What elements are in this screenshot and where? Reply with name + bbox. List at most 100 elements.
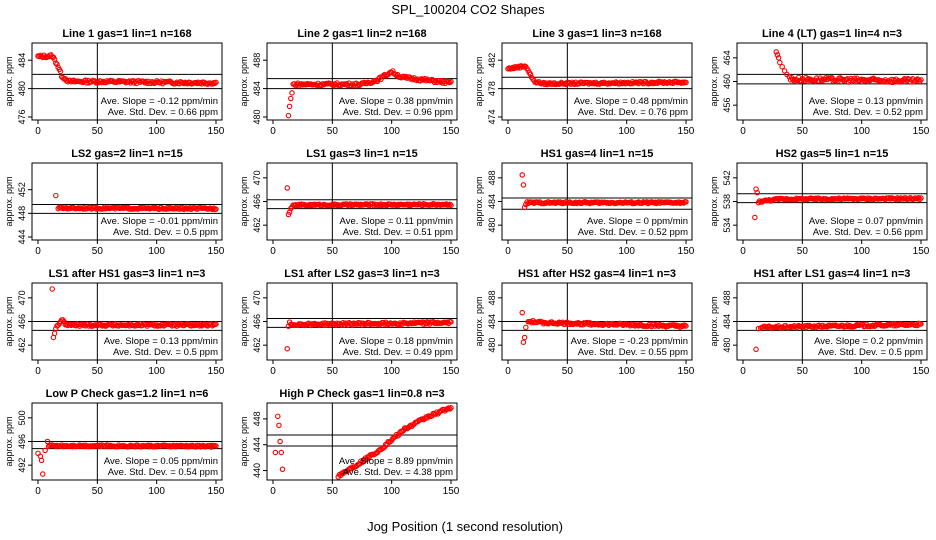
x-tick-label: 50 (327, 126, 339, 137)
data-points (285, 68, 454, 119)
data-point (527, 71, 534, 78)
std-dev-annotation: Ave. Std. Dev. = 0.51 ppm (343, 227, 453, 238)
std-dev-annotation: Ave. Std. Dev. = 4.38 ppm (343, 467, 453, 478)
y-tick-label: 480 (487, 338, 497, 353)
data-point (632, 323, 638, 329)
data-point (82, 77, 89, 83)
data-point (448, 319, 454, 325)
y-axis-label: approx. ppm (474, 176, 484, 226)
x-tick-label: 0 (740, 366, 746, 377)
data-point (57, 68, 64, 75)
x-tick-label: 50 (327, 246, 339, 257)
y-tick-label: 496 (17, 434, 27, 449)
plot-frame (31, 42, 223, 121)
data-points (35, 52, 219, 87)
y-tick-label: 482 (487, 53, 497, 68)
data-point (894, 78, 901, 85)
x-tick-label: 150 (208, 246, 225, 257)
data-point (289, 90, 295, 96)
slope-annotation: Ave. Slope = 0.13 ppm/min (809, 96, 923, 107)
x-tick-label: 50 (797, 246, 809, 257)
data-point (786, 74, 793, 80)
std-dev-annotation: Ave. Std. Dev. = 0.5 ppm (818, 347, 923, 358)
data-point (279, 466, 286, 473)
std-dev-annotation: Ave. Std. Dev. = 0.76 ppm (578, 107, 688, 118)
slope-annotation: Ave. Slope = 0.48 ppm/min (574, 96, 688, 107)
x-tick-label: 100 (853, 246, 870, 257)
std-dev-annotation: Ave. Std. Dev. = 0.54 ppm (108, 467, 218, 478)
data-point (917, 196, 923, 203)
x-axis-label: Jog Position (1 second resolution) (367, 519, 563, 534)
y-axis-label: approx. ppm (709, 296, 719, 346)
data-point (213, 321, 219, 327)
data-point (639, 200, 645, 206)
y-tick-label: 440 (252, 463, 262, 478)
y-tick-label: 538 (722, 194, 732, 209)
data-point (285, 112, 292, 119)
data-point (521, 204, 528, 211)
panel-title: LS1 after HS1 gas=3 lin=1 n=3 (49, 268, 206, 280)
data-point (683, 199, 689, 205)
y-axis-label: approx. ppm (239, 416, 249, 466)
data-point (284, 185, 290, 191)
x-tick-label: 150 (208, 366, 225, 377)
data-points (53, 192, 219, 213)
y-tick-label: 462 (252, 338, 262, 353)
data-point (381, 71, 388, 78)
y-tick-label: 484 (722, 314, 732, 329)
data-point (774, 52, 781, 58)
y-tick-label: 488 (487, 170, 497, 185)
data-points (519, 309, 689, 345)
panel-4: Line 4 (LT) gas=1 lin=4 n=3 0 50 100 150 456 4… (709, 28, 930, 137)
data-point (422, 319, 428, 326)
y-tick-label: 462 (252, 218, 262, 233)
panel-9: LS1 after HS1 gas=3 lin=1 n=3 0 50 100 150 46… (4, 268, 225, 377)
x-tick-label: 100 (853, 366, 870, 377)
x-tick-label: 0 (270, 486, 276, 497)
data-point (869, 323, 876, 329)
data-point (378, 76, 384, 83)
y-tick-label: 448 (17, 206, 27, 221)
data-point (520, 339, 527, 345)
x-tick-label: 50 (92, 366, 104, 377)
data-point (779, 63, 785, 70)
slope-annotation: Ave. Slope = -0.12 ppm/min (101, 96, 218, 107)
data-point (572, 199, 579, 205)
std-dev-annotation: Ave. Std. Dev. = 0.96 ppm (343, 107, 453, 118)
x-tick-label: 100 (383, 486, 400, 497)
data-point (622, 321, 629, 327)
std-dev-annotation: Ave. Std. Dev. = 0.49 ppm (343, 347, 453, 358)
panel-10: LS1 after LS2 gas=3 lin=1 n=3 0 50 100 150 46… (239, 268, 460, 377)
figure-title: SPL_100204 CO2 Shapes (391, 2, 545, 17)
panel-14: High P Check gas=1 lin=0.8 n=3 0 50 100 150 4… (239, 388, 460, 497)
y-axis-label: approx. ppm (709, 176, 719, 226)
plot-frame (266, 402, 458, 481)
panel-title: HS1 after HS2 gas=4 lin=1 n=3 (518, 268, 676, 280)
slope-annotation: Ave. Slope = 0.2 ppm/min (814, 336, 923, 347)
data-point (213, 206, 219, 212)
x-tick-label: 50 (797, 126, 809, 137)
x-tick-label: 0 (35, 126, 41, 137)
data-points (272, 405, 454, 480)
slope-annotation: Ave. Slope = 0.11 ppm/min (340, 216, 453, 227)
data-point (587, 200, 593, 207)
y-tick-label: 466 (17, 314, 27, 329)
std-dev-annotation: Ave. Std. Dev. = 0.66 ppm (108, 107, 218, 118)
y-axis-label: approx. ppm (239, 56, 249, 106)
x-tick-label: 50 (327, 366, 339, 377)
y-tick-label: 488 (487, 290, 497, 305)
data-point (213, 443, 219, 449)
slope-annotation: Ave. Slope = -0.23 ppm/min (571, 336, 688, 347)
x-tick-label: 100 (383, 246, 400, 257)
data-point (768, 325, 775, 331)
data-point (911, 196, 917, 202)
x-tick-label: 100 (148, 246, 165, 257)
data-point (38, 457, 45, 464)
data-point (753, 346, 759, 353)
data-point (777, 59, 783, 66)
data-point (447, 406, 453, 412)
x-tick-label: 50 (797, 366, 809, 377)
panel-7: HS1 gas=4 lin=1 n=15 0 50 100 150 480 484 488ap… (474, 148, 695, 257)
data-point (562, 200, 568, 206)
data-point (631, 321, 637, 328)
